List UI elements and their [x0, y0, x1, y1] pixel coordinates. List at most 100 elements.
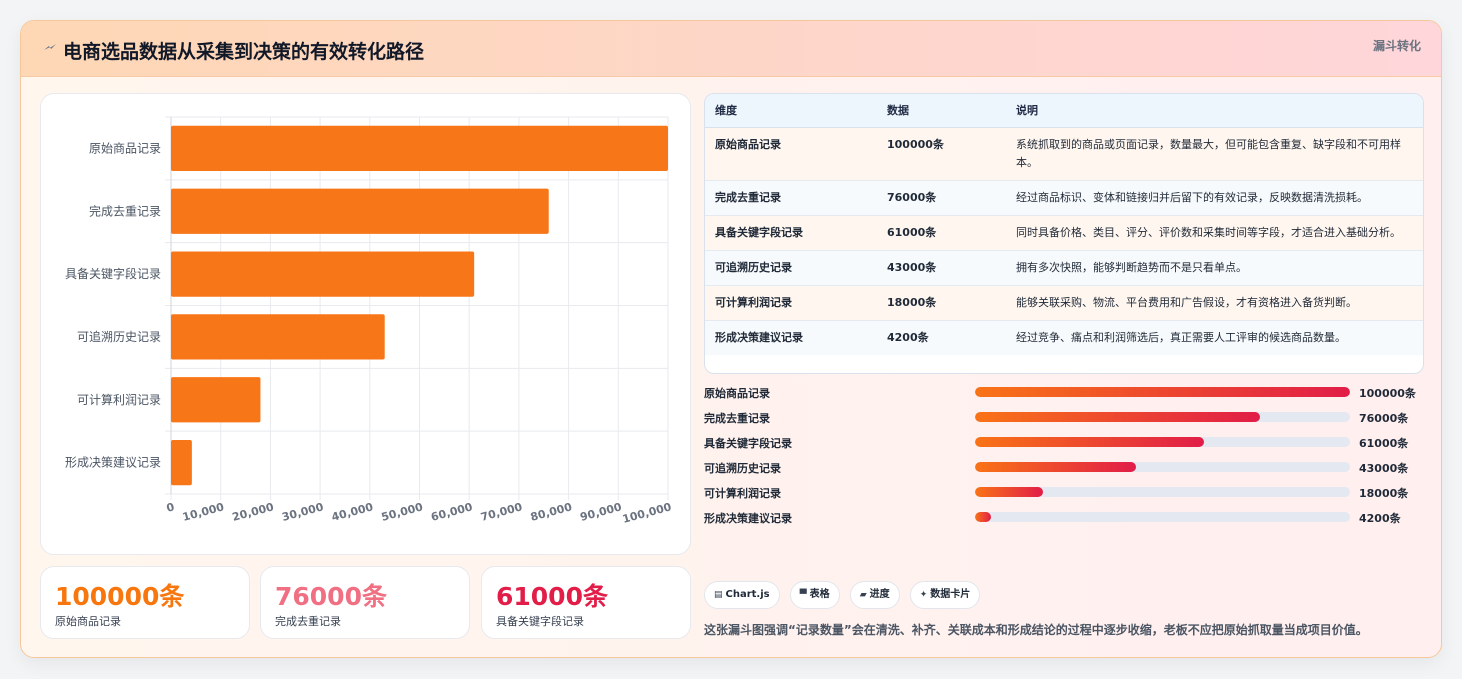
progress-icon: ▰	[859, 590, 867, 600]
category-label: 原始商品记录	[89, 140, 161, 155]
lightning-icon	[44, 44, 56, 50]
table-cell-dimension: 具备关键字段记录	[705, 215, 877, 251]
category-label: 完成去重记录	[89, 203, 161, 218]
table-cell-description: 经过竞争、痛点和利润筛选后，真正需要人工评审的候选商品数量。	[1006, 320, 1423, 355]
category-label: 形成决策建议记录	[65, 456, 161, 470]
table-row: 可计算利润记录 18000条 能够关联采购、物流、平台费用和广告假设，才有资格进…	[705, 285, 1423, 321]
progress-fill	[975, 462, 1137, 472]
bar	[171, 314, 385, 360]
chip-label: 数据卡片	[930, 589, 971, 600]
progress-fill	[975, 487, 1043, 497]
table-cell-dimension: 形成决策建议记录	[705, 320, 877, 355]
progress-value: 43000条	[1359, 462, 1409, 475]
x-tick-label: 10,000	[181, 500, 226, 524]
progress-list: 原始商品记录 100000条 完成去重记录 76000条 具备关键字段记录 61…	[704, 381, 1424, 531]
progress-fill	[975, 437, 1204, 447]
x-tick-label: 40,000	[330, 500, 375, 524]
chip-chartjs[interactable]: ▤ Chart.js	[704, 581, 780, 609]
bar	[171, 125, 668, 172]
bar	[171, 377, 261, 423]
chart-icon: ▤	[714, 590, 723, 600]
x-tick-label: 70,000	[479, 500, 524, 524]
table-row: 原始商品记录 100000条 系统抓取到的商品或页面记录，数量最大，但可能包含重…	[705, 127, 1423, 181]
progress-track	[975, 462, 1350, 472]
x-tick-label: 30,000	[281, 500, 326, 524]
stat-card-fields: 61000条 具备关键字段记录	[481, 566, 691, 639]
table-cell-description: 同时具备价格、类目、评分、评价数和采集时间等字段，才适合进入基础分析。	[1006, 215, 1423, 251]
progress-fill	[975, 512, 991, 522]
table-cell-data: 76000条	[877, 180, 1006, 216]
progress-row: 完成去重记录 76000条	[704, 406, 1424, 431]
table-cell-dimension: 可计算利润记录	[705, 285, 877, 321]
progress-value: 76000条	[1359, 412, 1409, 425]
progress-label: 形成决策建议记录	[704, 512, 792, 525]
chip-table[interactable]: ▀ 表格	[789, 581, 840, 609]
chip-label: 表格	[809, 589, 830, 600]
category-label: 可追溯历史记录	[77, 329, 161, 344]
stat-value: 61000条	[496, 582, 608, 611]
table-cell-description: 经过商品标识、变体和链接归并后留下的有效记录，反映数据清洗损耗。	[1006, 180, 1423, 216]
progress-row: 可计算利润记录 18000条	[704, 481, 1424, 506]
data-table: 维度 数据 说明 原始商品记录 100000条 系统抓取到的商品或页面记录，数量…	[704, 93, 1424, 374]
progress-track	[975, 437, 1350, 447]
progress-label: 可计算利润记录	[704, 487, 781, 500]
chip-label: Chart.js	[725, 589, 770, 600]
stat-value: 76000条	[275, 582, 387, 611]
bar-chart: 原始商品记录完成去重记录具备关键字段记录可追溯历史记录可计算利润记录形成决策建议…	[65, 116, 673, 526]
chip-progress[interactable]: ▰ 进度	[849, 581, 900, 609]
table-header-description: 说明	[1006, 94, 1423, 128]
page-title: 电商选品数据从采集到决策的有效转化路径	[63, 41, 425, 63]
x-tick-label: 20,000	[231, 500, 276, 524]
table-cell-data: 18000条	[877, 285, 1006, 321]
table-cell-description: 系统抓取到的商品或页面记录，数量最大，但可能包含重复、缺字段和不可用样本。	[1006, 127, 1423, 181]
table-icon: ▀	[799, 590, 807, 600]
table-header-data: 数据	[877, 94, 1006, 128]
funnel-card: 电商选品数据从采集到决策的有效转化路径 漏斗转化 原始商品记录 完成去重记录 具备关…	[20, 20, 1442, 658]
category-label: 可计算利润记录	[77, 392, 161, 407]
table-header-row: 维度 数据 说明	[705, 94, 1423, 128]
progress-label: 完成去重记录	[704, 412, 770, 425]
table-cell-description: 拥有多次快照，能够判断趋势而不是只看单点。	[1006, 250, 1423, 286]
progress-row: 具备关键字段记录 61000条	[704, 431, 1424, 456]
table-cell-data: 61000条	[877, 215, 1006, 251]
x-tick-label: 100,000	[621, 500, 673, 526]
table-row: 可追溯历史记录 43000条 拥有多次快照，能够判断趋势而不是只看单点。	[705, 250, 1423, 286]
stat-label: 具备关键字段记录	[496, 615, 584, 628]
progress-value: 100000条	[1359, 387, 1416, 400]
progress-label: 可追溯历史记录	[704, 462, 781, 475]
bar	[171, 188, 549, 234]
progress-value: 18000条	[1359, 487, 1409, 500]
progress-track	[975, 412, 1350, 422]
progress-fill	[975, 412, 1260, 422]
table-cell-data: 4200条	[877, 320, 1006, 355]
bar	[171, 439, 192, 486]
progress-row: 原始商品记录 100000条	[704, 381, 1424, 406]
progress-label: 原始商品记录	[704, 387, 770, 400]
chip-data-card[interactable]: ✦ 数据卡片	[909, 581, 981, 609]
chart-type-tag: 漏斗转化	[1372, 39, 1421, 53]
stat-label: 原始商品记录	[55, 615, 121, 628]
table-row: 形成决策建议记录 4200条 经过竞争、痛点和利润筛选后，真正需要人工评审的候选…	[705, 320, 1423, 355]
progress-track	[975, 487, 1350, 497]
stat-card-raw: 100000条 原始商品记录	[40, 566, 250, 639]
chip-label: 进度	[869, 589, 890, 600]
progress-value: 61000条	[1359, 437, 1409, 450]
x-tick-label: 90,000	[579, 500, 624, 524]
progress-label: 具备关键字段记录	[704, 437, 792, 450]
bar-chart-panel: 原始商品记录 完成去重记录 具备关键字段记录 可追溯历史记录 可计算利润记录 形成决策建议…	[40, 93, 691, 555]
footnote: 这张漏斗图强调“记录数量”会在清洗、补齐、关联成本和形成结论的过程中逐步收缩，老…	[704, 623, 1368, 637]
table-cell-dimension: 可追溯历史记录	[705, 250, 877, 286]
progress-track	[975, 387, 1350, 397]
progress-row: 可追溯历史记录 43000条	[704, 456, 1424, 481]
x-tick-label: 60,000	[430, 500, 475, 524]
x-tick-label: 50,000	[380, 500, 425, 524]
progress-value: 4200条	[1359, 512, 1401, 525]
table-row: 具备关键字段记录 61000条 同时具备价格、类目、评分、评价数和采集时间等字段…	[705, 215, 1423, 251]
table-cell-data: 100000条	[877, 127, 1006, 181]
card-header: 电商选品数据从采集到决策的有效转化路径 漏斗转化	[21, 21, 1441, 77]
table-row: 完成去重记录 76000条 经过商品标识、变体和链接归并后留下的有效记录，反映数…	[705, 180, 1423, 216]
stat-value: 100000条	[55, 582, 185, 611]
progress-track	[975, 512, 1350, 522]
stat-label: 完成去重记录	[275, 615, 341, 628]
table-cell-data: 43000条	[877, 250, 1006, 286]
